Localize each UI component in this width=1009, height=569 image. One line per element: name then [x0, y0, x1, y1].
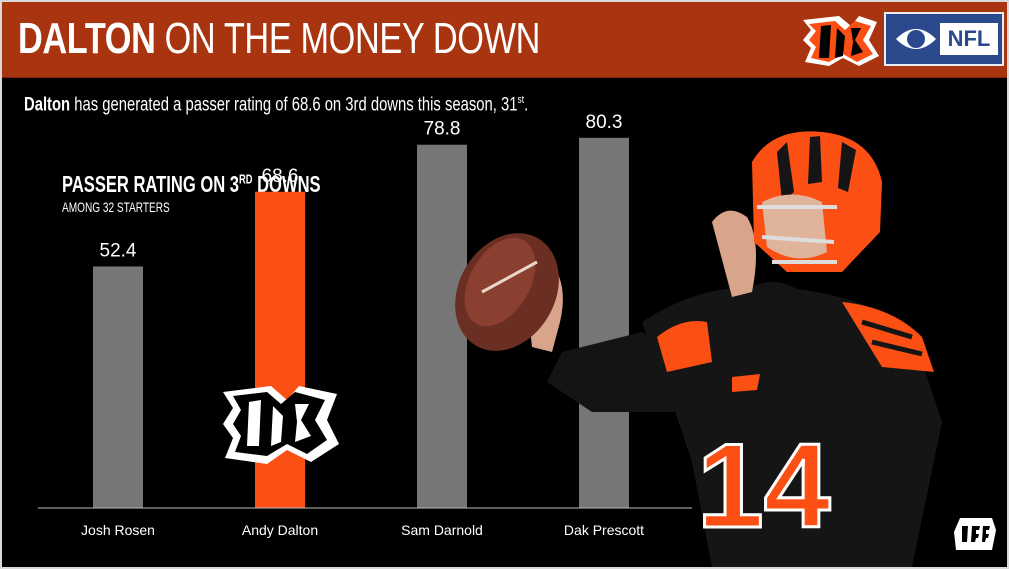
- bar-dak-prescott: [579, 137, 629, 508]
- cbs-eye-icon: [896, 29, 936, 49]
- bar-value-label: 52.4: [100, 240, 137, 261]
- subtitle-ordinal: st: [517, 94, 525, 106]
- category-label: Andy Dalton: [242, 522, 318, 538]
- bengals-bar-logo-icon: [223, 386, 339, 464]
- chart-title-text: PASSER RATING ON 3: [62, 171, 239, 197]
- category-label: Josh Rosen: [81, 522, 155, 538]
- header-bar: DALTON ON THE MONEY DOWN NFL: [2, 2, 1007, 78]
- page-title: DALTON ON THE MONEY DOWN: [18, 14, 540, 64]
- bengals-logo-icon: [803, 16, 879, 66]
- bar-value-label: 68.6: [262, 166, 299, 187]
- category-label: Dak Prescott: [564, 522, 644, 538]
- chart-title: PASSER RATING ON 3RD DOWNS: [62, 171, 321, 198]
- chart-title-superscript: RD: [238, 171, 253, 187]
- pff-logo-icon: [954, 518, 996, 550]
- title-text: ON THE MONEY DOWN: [164, 14, 541, 63]
- title-player-name: DALTON: [18, 14, 156, 63]
- category-label: Sam Darnold: [401, 522, 483, 538]
- bars-layer: 52.4 Josh Rosen 68.6 Andy Dalton 78.8 Sam Dar…: [81, 112, 644, 538]
- bar-value-label: 78.8: [424, 119, 461, 140]
- bar-josh-rosen: [93, 266, 143, 508]
- bar-value-label: 80.3: [586, 112, 623, 133]
- chart-subtitle: AMONG 32 STARTERS: [62, 199, 170, 215]
- headline-subtitle: Dalton has generated a passer rating of …: [24, 94, 528, 116]
- subtitle-text: has generated a passer rating of 68.6 on…: [74, 94, 518, 116]
- nfl-label: NFL: [940, 23, 998, 55]
- cbs-nfl-logo: NFL: [884, 12, 1004, 66]
- subtitle-end: .: [524, 94, 529, 116]
- quarterback-photo-icon: 14: [455, 131, 942, 567]
- subtitle-player-name: Dalton: [24, 94, 71, 116]
- jersey-number: 14: [697, 419, 831, 553]
- bar-sam-darnold: [417, 144, 467, 508]
